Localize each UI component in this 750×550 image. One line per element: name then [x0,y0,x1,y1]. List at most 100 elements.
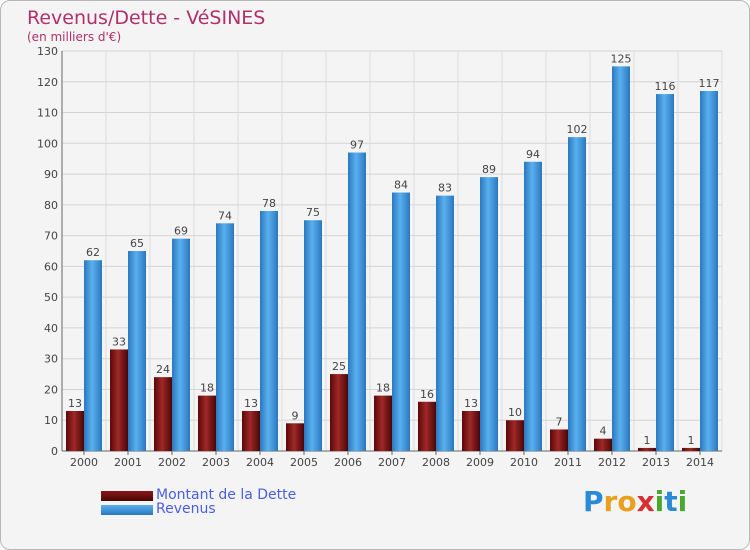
data-label-revenus-2001: 65 [130,237,144,250]
legend-label-dette: Montant de la Dette [156,487,297,503]
legend-label-revenus: Revenus [156,501,216,517]
chart-subtitle: (en milliers d'€) [27,30,122,44]
x-tick-label-2001: 2001 [114,456,142,469]
bar-dette-2003 [198,395,216,451]
x-tick-label-2014: 2014 [686,456,714,469]
logo-letter: t [664,485,678,518]
bar-dette-2000 [66,411,84,451]
bar-dette-2010 [506,420,524,451]
logo-letter: x [636,485,655,518]
bar-dette-2001 [110,349,128,451]
bar-revenus-2000 [84,260,102,451]
data-label-revenus-2005: 75 [306,206,320,219]
y-tick-label: 70 [44,230,58,243]
data-label-dette-2005: 9 [292,409,299,422]
bar-revenus-2012 [612,66,630,451]
y-tick-label: 0 [51,445,58,458]
data-label-dette-2006: 25 [332,360,346,373]
y-tick-label: 40 [44,322,58,335]
x-tick-label-2012: 2012 [598,456,626,469]
bar-dette-2005 [286,423,304,451]
x-tick-label-2005: 2005 [290,456,318,469]
bar-dette-2012 [594,438,612,451]
data-label-revenus-2000: 62 [86,246,100,259]
data-label-dette-2000: 13 [68,397,82,410]
y-tick-label: 90 [44,168,58,181]
bar-revenus-2011 [568,137,586,451]
logo-letter: P [583,485,604,518]
bar-revenus-2004 [260,211,278,451]
bar-revenus-2010 [524,161,542,451]
legend-item-dette: Montant de la Dette [101,487,361,505]
bar-revenus-2005 [304,220,322,451]
data-label-revenus-2013: 116 [655,80,676,93]
data-label-revenus-2010: 94 [526,148,540,161]
logo-letter: i [677,485,688,518]
y-tick-label: 50 [44,291,58,304]
bar-dette-2013 [638,447,656,451]
y-tick-label: 80 [44,199,58,212]
bar-revenus-2007 [392,192,410,452]
data-label-dette-2002: 24 [156,363,170,376]
y-tick-label: 60 [44,260,58,273]
data-label-dette-2008: 16 [420,388,434,401]
x-tick-label-2007: 2007 [378,456,406,469]
data-label-revenus-2007: 84 [394,179,408,192]
data-label-dette-2013: 1 [644,434,651,447]
data-label-revenus-2009: 89 [482,163,496,176]
chart-title: Revenus/Dette - VéSINES [27,7,266,29]
legend-swatch-revenus [101,505,153,515]
y-tick-label: 110 [37,107,58,120]
data-label-revenus-2012: 125 [611,52,632,65]
data-label-revenus-2008: 83 [438,182,452,195]
data-label-dette-2007: 18 [376,382,390,395]
logo-letter: o [617,485,637,518]
bar-dette-2004 [242,411,260,451]
bar-revenus-2009 [480,177,498,451]
y-tick-label: 30 [44,353,58,366]
data-label-dette-2014: 1 [688,434,695,447]
bar-dette-2006 [330,374,348,451]
y-tick-label: 20 [44,383,58,396]
bar-dette-2009 [462,411,480,451]
bar-dette-2011 [550,429,568,451]
logo-letter: r [603,485,618,518]
bar-revenus-2013 [656,94,674,452]
x-tick-label-2008: 2008 [422,456,450,469]
y-tick-label: 120 [37,76,58,89]
x-tick-label-2013: 2013 [642,456,670,469]
data-label-dette-2009: 13 [464,397,478,410]
bar-dette-2002 [154,377,172,451]
bar-dette-2007 [374,395,392,451]
data-label-revenus-2014: 117 [699,77,720,90]
x-tick-label-2004: 2004 [246,456,274,469]
bar-revenus-2006 [348,152,366,452]
x-tick-label-2002: 2002 [158,456,186,469]
data-label-dette-2001: 33 [112,335,126,348]
y-tick-label: 10 [44,414,58,427]
data-label-revenus-2011: 102 [567,123,588,136]
data-label-revenus-2004: 78 [262,197,276,210]
data-label-dette-2004: 13 [244,397,258,410]
legend-item-revenus: Revenus [101,501,361,519]
bar-revenus-2002 [172,238,190,451]
x-tick-label-2006: 2006 [334,456,362,469]
x-tick-label-2009: 2009 [466,456,494,469]
x-tick-label-2011: 2011 [554,456,582,469]
data-label-revenus-2003: 74 [218,209,232,222]
bar-dette-2014 [682,447,700,451]
logo-letter: i [654,485,665,518]
y-tick-label: 130 [37,45,58,58]
bar-revenus-2008 [436,195,454,451]
data-label-dette-2011: 7 [556,415,563,428]
x-tick-label-2010: 2010 [510,456,538,469]
x-tick-label-2000: 2000 [70,456,98,469]
bar-revenus-2014 [700,91,718,451]
data-label-dette-2003: 18 [200,382,214,395]
data-label-dette-2012: 4 [600,425,607,438]
data-label-dette-2010: 10 [508,406,522,419]
bar-revenus-2003 [216,223,234,451]
data-label-revenus-2002: 69 [174,225,188,238]
